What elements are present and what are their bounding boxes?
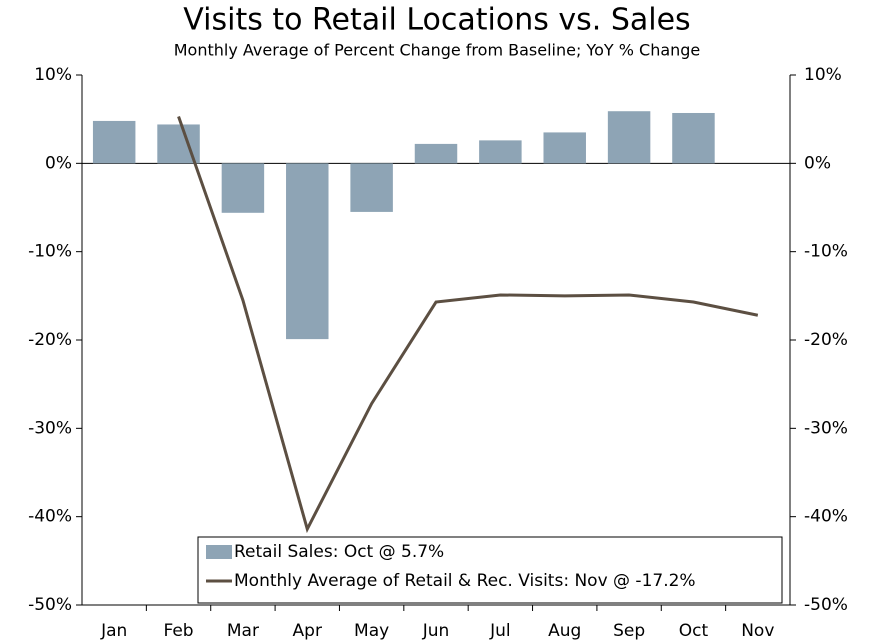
bar — [607, 111, 651, 164]
bar — [479, 140, 522, 164]
legend-swatch — [206, 545, 232, 559]
y2-tick-label: -30% — [804, 418, 848, 438]
x-tick-label: Feb — [163, 621, 193, 641]
y-tick-label: 0% — [45, 153, 72, 173]
y-tick-label: -10% — [28, 242, 72, 262]
x-tick-label: Mar — [227, 621, 259, 641]
y2-tick-label: 10% — [804, 65, 842, 85]
y-tick-label: 10% — [34, 65, 72, 85]
y2-tick-label: -40% — [804, 507, 848, 527]
bar — [92, 120, 136, 164]
bar — [414, 143, 458, 164]
x-tick-label: Aug — [548, 621, 581, 641]
y-tick-label: -30% — [28, 418, 72, 438]
x-tick-label: Nov — [741, 621, 774, 641]
x-tick-label: Jan — [100, 621, 127, 641]
legend-box — [197, 536, 783, 604]
x-tick-label: Jul — [489, 621, 511, 641]
y-tick-label: -20% — [28, 330, 72, 350]
y2-tick-label: 0% — [804, 153, 831, 173]
bar — [350, 163, 393, 212]
x-tick-label: Sep — [613, 621, 645, 641]
x-tick-label: Jun — [422, 621, 450, 641]
y2-tick-label: -50% — [804, 595, 848, 615]
legend-label: Retail Sales: Oct @ 5.7% — [234, 542, 444, 562]
bar — [543, 132, 586, 164]
x-tick-label: Apr — [293, 621, 322, 641]
x-tick-label: May — [354, 621, 389, 641]
y2-tick-label: -20% — [804, 330, 848, 350]
line — [177, 116, 759, 534]
bar — [286, 163, 329, 340]
y-tick-label: -40% — [28, 507, 72, 527]
chart-subtitle: Monthly Average of Percent Change from B… — [174, 41, 701, 60]
x-tick-label: Oct — [679, 621, 709, 641]
chart-title: Visits to Retail Locations vs. Sales — [183, 3, 690, 38]
y2-tick-label: -10% — [804, 242, 848, 262]
bar — [672, 112, 715, 164]
y-tick-label: -50% — [28, 595, 72, 615]
legend-label: Monthly Average of Retail & Rec. Visits:… — [234, 571, 696, 591]
bar — [221, 163, 265, 213]
